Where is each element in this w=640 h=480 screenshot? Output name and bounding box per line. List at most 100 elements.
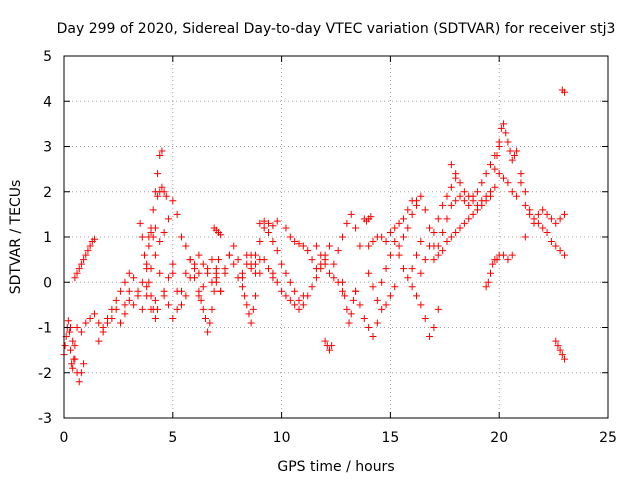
- data-point-plus: [286, 296, 294, 304]
- data-point-plus: [504, 179, 512, 187]
- data-point-plus: [61, 342, 69, 350]
- chart-title: Day 299 of 2020, Sidereal Day-to-day VTE…: [57, 21, 616, 37]
- data-point-plus: [343, 219, 351, 227]
- series-group: [521, 201, 568, 227]
- y-tick-label: -3: [38, 411, 52, 427]
- data-point-plus: [439, 247, 447, 255]
- data-point-plus: [99, 328, 107, 336]
- data-point-plus: [439, 201, 447, 209]
- data-point-plus: [365, 324, 373, 331]
- data-point-plus: [201, 314, 209, 322]
- data-point-plus: [460, 219, 468, 227]
- series-group: [447, 161, 499, 209]
- data-point-plus: [125, 287, 133, 295]
- data-point-plus: [430, 256, 438, 264]
- data-point-plus: [117, 319, 125, 327]
- data-point-plus: [500, 251, 508, 259]
- data-point-plus: [526, 210, 534, 218]
- data-point-plus: [265, 265, 273, 273]
- x-tick-label: 20: [490, 430, 508, 446]
- data-point-plus: [186, 256, 194, 264]
- data-point-plus: [138, 278, 146, 286]
- data-point-plus: [434, 251, 442, 259]
- data-point-plus: [77, 328, 85, 336]
- data-point-plus: [413, 197, 421, 205]
- series-group: [321, 337, 336, 354]
- data-point-plus: [282, 224, 290, 232]
- series-group: [160, 256, 203, 322]
- series-group: [282, 224, 333, 273]
- data-point-plus: [214, 256, 222, 264]
- data-point-plus: [486, 269, 494, 277]
- data-point-plus: [391, 224, 399, 232]
- data-point-plus: [308, 283, 316, 291]
- data-point-plus: [95, 319, 103, 327]
- data-point-plus: [71, 342, 79, 350]
- data-point-plus: [158, 183, 166, 191]
- data-point-plus: [426, 224, 434, 232]
- data-point-plus: [173, 287, 181, 295]
- data-point-plus: [404, 274, 412, 282]
- data-point-plus: [225, 251, 233, 259]
- data-point-plus: [95, 337, 103, 345]
- data-point-plus: [145, 278, 153, 286]
- data-point-plus: [560, 355, 568, 363]
- data-point-plus: [382, 265, 390, 273]
- data-point-plus: [295, 305, 303, 313]
- data-point-plus: [365, 269, 373, 277]
- data-point-plus: [508, 156, 516, 164]
- y-axis-label: SDTVAR / TECUs: [8, 180, 24, 295]
- data-point-plus: [378, 233, 386, 241]
- data-point-plus: [465, 201, 473, 209]
- series-group: [352, 287, 381, 341]
- data-point-plus: [469, 210, 477, 218]
- data-point-plus: [430, 228, 438, 236]
- data-point-plus: [138, 233, 146, 241]
- series-group: [238, 283, 259, 327]
- data-point-plus: [265, 219, 273, 227]
- data-point-plus: [484, 278, 492, 286]
- data-point-plus: [147, 228, 155, 236]
- x-tick-label: 0: [60, 430, 69, 446]
- data-point-plus: [299, 242, 307, 250]
- data-point-plus: [251, 260, 259, 268]
- data-point-plus: [456, 224, 464, 232]
- data-point-plus: [421, 206, 429, 214]
- data-point-plus: [64, 317, 72, 325]
- data-point-plus: [339, 287, 347, 295]
- data-point-plus: [421, 256, 429, 264]
- data-point-plus: [426, 333, 434, 341]
- data-point-plus: [104, 319, 112, 327]
- data-point-plus: [556, 215, 564, 223]
- data-point-plus: [265, 228, 273, 236]
- data-point-plus: [497, 124, 505, 132]
- data-point-plus: [386, 292, 394, 300]
- data-point-plus: [151, 224, 159, 232]
- data-point-plus: [245, 310, 253, 318]
- data-point-plus: [160, 292, 168, 300]
- data-point-plus: [408, 210, 416, 218]
- data-point-plus: [456, 179, 464, 187]
- data-point-plus: [404, 206, 412, 214]
- data-point-plus: [452, 228, 460, 236]
- x-axis-label: GPS time / hours: [277, 459, 394, 475]
- data-point-plus: [156, 269, 164, 277]
- data-point-plus: [173, 210, 181, 218]
- data-point-plus: [251, 292, 259, 300]
- data-point-plus: [504, 138, 512, 146]
- data-point-plus: [125, 269, 133, 277]
- data-point-plus: [147, 292, 155, 300]
- data-point-plus: [508, 251, 516, 259]
- data-point-plus: [199, 260, 207, 268]
- series-group: [558, 86, 568, 96]
- data-point-plus: [482, 283, 490, 291]
- data-point-plus: [243, 301, 251, 309]
- data-point-plus: [317, 251, 325, 259]
- series-group: [71, 235, 98, 282]
- data-point-plus: [478, 197, 486, 205]
- x-tick-labels: 0 5 10 15 20 25: [60, 430, 617, 446]
- data-point-plus: [282, 269, 290, 277]
- y-tick-label: 4: [43, 94, 52, 110]
- series-group: [395, 192, 438, 250]
- data-point-plus: [299, 301, 307, 309]
